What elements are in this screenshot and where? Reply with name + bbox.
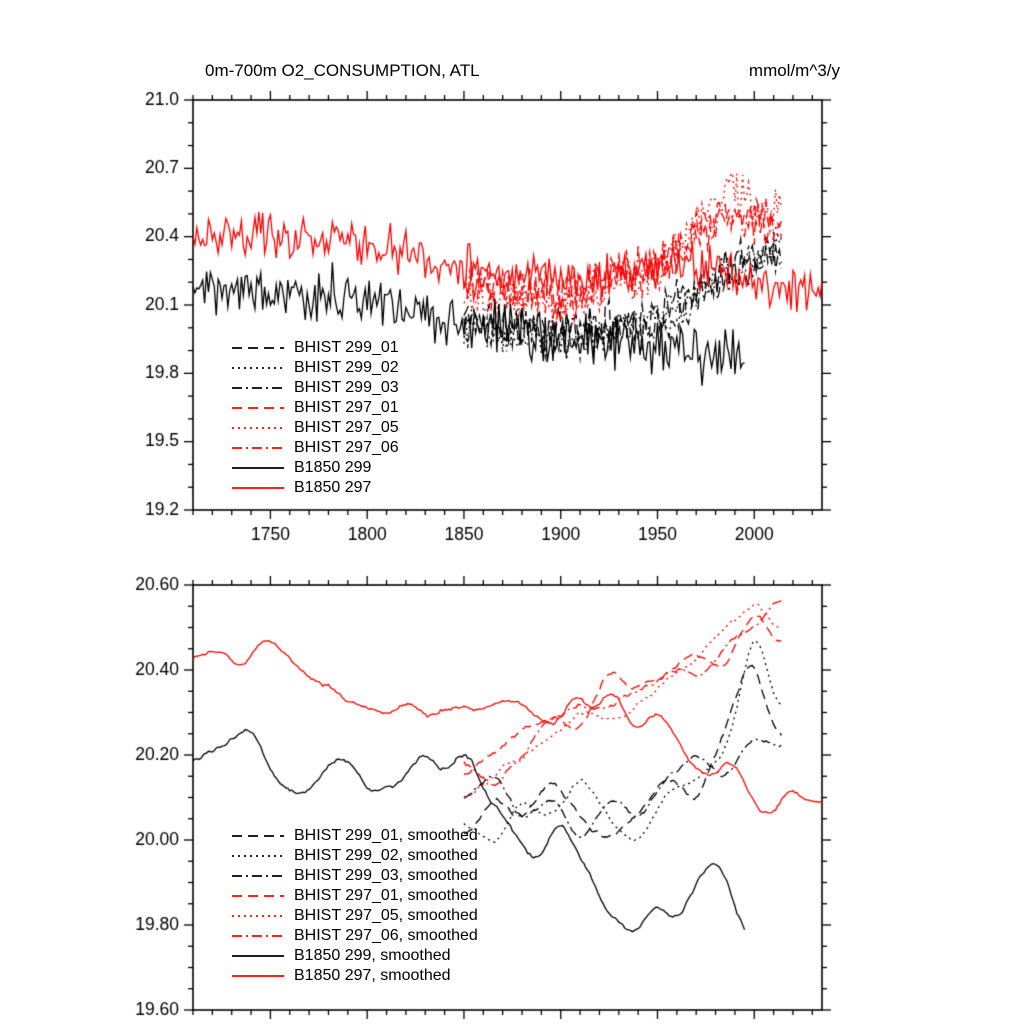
legend-line-icon xyxy=(232,955,284,957)
bottom-chart-legend: BHIST 299_01, smoothed BHIST 299_02, smoo… xyxy=(232,826,478,986)
legend-line-icon xyxy=(232,875,284,877)
legend-label: B1850 297, smoothed xyxy=(294,967,451,984)
legend-item: BHIST 299_02 xyxy=(232,358,399,378)
legend-label: BHIST 299_03 xyxy=(294,379,399,396)
chart-title: 0m-700m O2_CONSUMPTION, ATL xyxy=(205,61,480,80)
legend-line-icon xyxy=(232,855,284,857)
legend-item: BHIST 297_01 xyxy=(232,398,399,418)
legend-item: B1850 297, smoothed xyxy=(232,966,478,986)
legend-label: B1850 299, smoothed xyxy=(294,947,451,964)
legend-label: BHIST 299_03, smoothed xyxy=(294,867,478,884)
legend-item: BHIST 299_01 xyxy=(232,338,399,358)
legend-label: BHIST 297_05, smoothed xyxy=(294,907,478,924)
legend-line-icon xyxy=(232,935,284,937)
legend-label: B1850 297 xyxy=(294,479,372,496)
legend-item: BHIST 299_03, smoothed xyxy=(232,866,478,886)
legend-item: B1850 299 xyxy=(232,458,399,478)
legend-label: BHIST 299_02 xyxy=(294,359,399,376)
legend-item: BHIST 297_06, smoothed xyxy=(232,926,478,946)
legend-line-icon xyxy=(232,367,284,369)
legend-label: BHIST 297_06, smoothed xyxy=(294,927,478,944)
top-chart-legend: BHIST 299_01 BHIST 299_02 BHIST 299_03 BHIS… xyxy=(232,338,399,498)
legend-line-icon xyxy=(232,447,284,449)
legend-label: BHIST 299_01 xyxy=(294,339,399,356)
legend-line-icon xyxy=(232,487,284,489)
legend-label: B1850 299 xyxy=(294,459,372,476)
legend-line-icon xyxy=(232,467,284,469)
legend-item: BHIST 299_02, smoothed xyxy=(232,846,478,866)
legend-item: BHIST 297_05, smoothed xyxy=(232,906,478,926)
legend-item: B1850 297 xyxy=(232,478,399,498)
legend-line-icon xyxy=(232,427,284,429)
legend-label: BHIST 297_01, smoothed xyxy=(294,887,478,904)
legend-label: BHIST 299_01, smoothed xyxy=(294,827,478,844)
legend-line-icon xyxy=(232,407,284,409)
legend-item: B1850 299, smoothed xyxy=(232,946,478,966)
legend-label: BHIST 297_01 xyxy=(294,399,399,416)
legend-line-icon xyxy=(232,895,284,897)
legend-label: BHIST 297_05 xyxy=(294,419,399,436)
legend-label: BHIST 299_02, smoothed xyxy=(294,847,478,864)
legend-item: BHIST 299_01, smoothed xyxy=(232,826,478,846)
legend-line-icon xyxy=(232,915,284,917)
legend-label: BHIST 297_06 xyxy=(294,439,399,456)
legend-item: BHIST 297_06 xyxy=(232,438,399,458)
legend-item: BHIST 297_01, smoothed xyxy=(232,886,478,906)
legend-line-icon xyxy=(232,347,284,349)
legend-line-icon xyxy=(232,975,284,977)
legend-item: BHIST 297_05 xyxy=(232,418,399,438)
legend-line-icon xyxy=(232,387,284,389)
legend-line-icon xyxy=(232,835,284,837)
legend-item: BHIST 299_03 xyxy=(232,378,399,398)
chart-units-label: mmol/m^3/y xyxy=(748,61,840,80)
